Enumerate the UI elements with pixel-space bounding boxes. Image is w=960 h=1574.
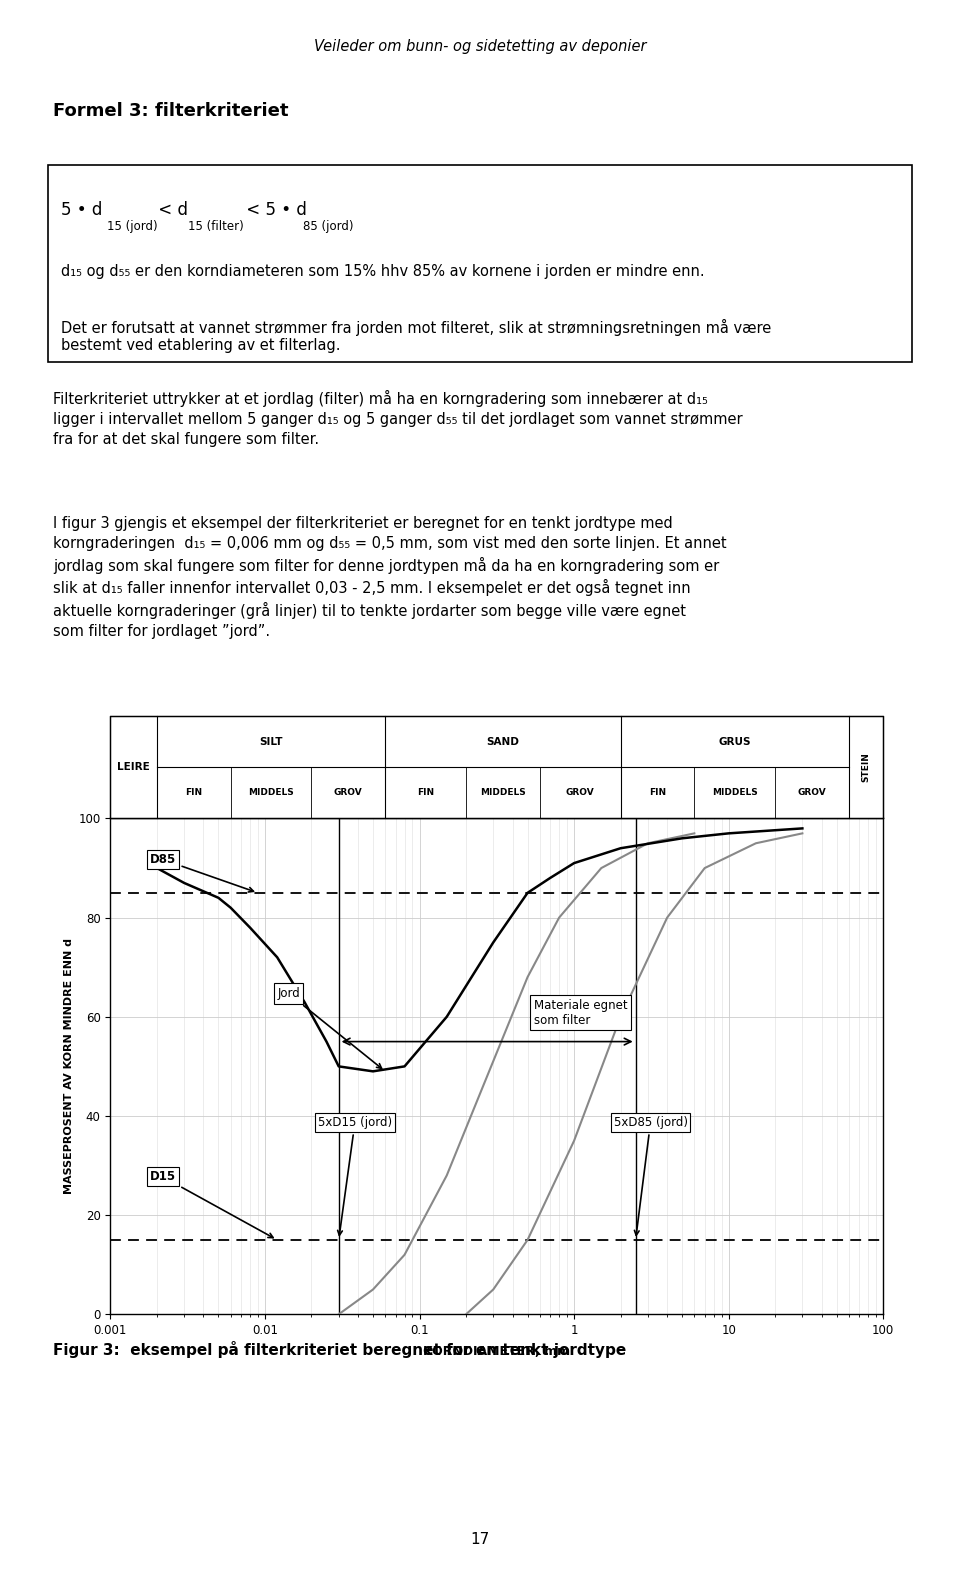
Text: 17: 17 xyxy=(470,1532,490,1547)
Text: < d: < d xyxy=(154,200,188,219)
Text: 5xD15 (jord): 5xD15 (jord) xyxy=(318,1116,392,1236)
Text: < 5 • d: < 5 • d xyxy=(241,200,306,219)
Text: Veileder om bunn- og sidetetting av deponier: Veileder om bunn- og sidetetting av depo… xyxy=(314,39,646,55)
Text: MIDDELS: MIDDELS xyxy=(480,789,526,798)
Text: FIN: FIN xyxy=(185,789,203,798)
Text: FIN: FIN xyxy=(649,789,666,798)
X-axis label: KORNDIAMETER, mm: KORNDIAMETER, mm xyxy=(423,1346,570,1358)
Text: I figur 3 gjengis et eksempel der filterkriteriet er beregnet for en tenkt jordt: I figur 3 gjengis et eksempel der filter… xyxy=(53,516,727,639)
Text: 15 (jord): 15 (jord) xyxy=(107,220,157,233)
Text: GRUS: GRUS xyxy=(718,737,751,746)
Text: Formel 3: filterkriteriet: Formel 3: filterkriteriet xyxy=(53,102,288,120)
Text: STEIN: STEIN xyxy=(861,752,871,782)
Text: SILT: SILT xyxy=(259,737,283,746)
Text: GROV: GROV xyxy=(334,789,363,798)
Text: d₁₅ og d₅₅ er den korndiameteren som 15% hhv 85% av kornene i jorden er mindre e: d₁₅ og d₅₅ er den korndiameteren som 15%… xyxy=(61,263,705,279)
Text: D15: D15 xyxy=(150,1171,274,1237)
Text: GROV: GROV xyxy=(798,789,827,798)
Text: Materiale egnet
som filter: Materiale egnet som filter xyxy=(534,999,628,1026)
Text: 85 (jord): 85 (jord) xyxy=(303,220,353,233)
Text: SAND: SAND xyxy=(487,737,519,746)
Text: 15 (filter): 15 (filter) xyxy=(188,220,244,233)
Text: Det er forutsatt at vannet strømmer fra jorden mot filteret, slik at strømningsr: Det er forutsatt at vannet strømmer fra … xyxy=(61,318,771,353)
Text: MIDDELS: MIDDELS xyxy=(712,789,757,798)
Text: Jord: Jord xyxy=(277,987,382,1069)
Text: FIN: FIN xyxy=(417,789,434,798)
Text: 5 • d: 5 • d xyxy=(61,200,103,219)
Text: D85: D85 xyxy=(150,853,253,892)
Text: Figur 3:  eksempel på filterkriteriet beregnet for en tenkt jordtype: Figur 3: eksempel på filterkriteriet ber… xyxy=(53,1341,626,1358)
Text: 5xD85 (jord): 5xD85 (jord) xyxy=(613,1116,687,1236)
Text: GROV: GROV xyxy=(565,789,594,798)
Text: LEIRE: LEIRE xyxy=(117,762,150,773)
Y-axis label: MASSEPROSENT AV KORN MINDRE ENN d: MASSEPROSENT AV KORN MINDRE ENN d xyxy=(64,938,74,1195)
Text: MIDDELS: MIDDELS xyxy=(249,789,294,798)
Text: Filterkriteriet uttrykker at et jordlag (filter) må ha en korngradering som inne: Filterkriteriet uttrykker at et jordlag … xyxy=(53,390,742,447)
